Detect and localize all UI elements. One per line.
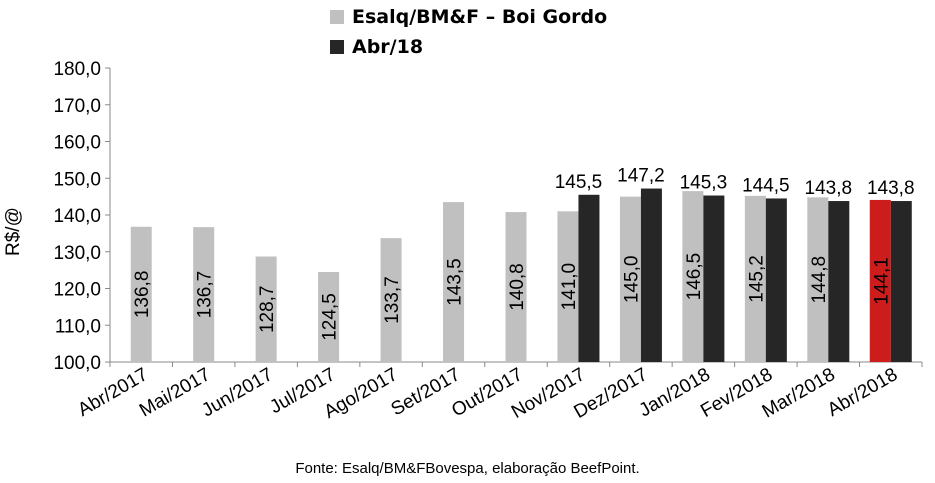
data-label-esalq: 124,5	[320, 293, 341, 341]
y-tick-label: 120,0	[53, 280, 101, 301]
data-label-esalq: 133,7	[382, 276, 403, 324]
data-label-esalq: 146,5	[684, 253, 705, 301]
bar-esalq	[443, 202, 465, 362]
data-label-esalq: 128,7	[257, 285, 278, 333]
data-label-esalq: 136,7	[195, 271, 216, 319]
data-label-abr18: 145,3	[680, 173, 728, 194]
legend-item-esalq: Esalq/BM&F – Boi Gordo	[330, 2, 607, 32]
x-tick-label: Mai/2017	[136, 364, 214, 421]
data-label-esalq: 144,1	[871, 257, 892, 305]
bar-esalq	[318, 271, 340, 362]
data-label-abr18: 144,5	[742, 175, 790, 196]
bar-esalq	[130, 226, 152, 362]
source-caption: Fonte: Esalq/BM&FBovespa, elaboração Bee…	[295, 460, 640, 477]
bar-abr18	[890, 201, 912, 362]
x-tick-label: Jun/2017	[198, 364, 276, 421]
bar-esalq	[505, 212, 527, 362]
data-label-esalq: 144,8	[809, 256, 830, 304]
data-label-abr18: 143,8	[867, 178, 915, 199]
y-tick-label: 160,0	[53, 133, 101, 154]
y-tick-label: 150,0	[53, 169, 101, 190]
y-tick-label: 130,0	[53, 243, 101, 264]
bar-esalq	[682, 191, 704, 362]
bar-esalq	[380, 238, 402, 362]
y-tick-label: 110,0	[55, 316, 101, 337]
legend-swatch-abr18	[330, 40, 344, 54]
bar-esalq	[744, 195, 766, 362]
legend-label-abr18: Abr/18	[352, 36, 424, 58]
data-label-esalq: 143,5	[445, 258, 466, 306]
data-label-abr18: 143,8	[805, 178, 853, 199]
bar-esalq	[557, 211, 579, 362]
bar-abr18	[828, 201, 850, 362]
y-tick-label: 170,0	[53, 96, 101, 117]
bar-abr18	[640, 188, 662, 362]
x-tick-label: Abr/2018	[824, 364, 901, 421]
data-label-esalq: 141,0	[559, 263, 580, 311]
data-label-esalq: 145,0	[621, 256, 642, 304]
bar-abr18	[578, 194, 600, 362]
bar-abr18	[703, 195, 725, 362]
bar-esalq	[807, 197, 829, 362]
y-tick-label: 140,0	[53, 206, 101, 227]
data-label-esalq: 140,8	[507, 263, 528, 311]
bar-esalq	[193, 227, 215, 362]
legend-item-abr18: Abr/18	[330, 32, 607, 62]
bar-esalq	[619, 196, 641, 362]
chart-legend: Esalq/BM&F – Boi Gordo Abr/18	[330, 2, 607, 62]
y-tick-label: 180,0	[53, 59, 101, 80]
data-label-esalq: 136,8	[132, 271, 153, 319]
bar-esalq	[255, 256, 277, 362]
data-label-esalq: 145,2	[746, 255, 767, 303]
y-axis-label: R$/@	[3, 207, 24, 256]
legend-swatch-esalq	[330, 10, 344, 24]
legend-label-esalq: Esalq/BM&F – Boi Gordo	[352, 6, 608, 28]
bar-abr18	[765, 198, 787, 362]
data-label-abr18: 147,2	[617, 166, 665, 187]
bar-esalq	[869, 199, 891, 362]
y-tick-label: 100,0	[53, 353, 101, 374]
data-label-abr18: 145,5	[555, 172, 603, 193]
